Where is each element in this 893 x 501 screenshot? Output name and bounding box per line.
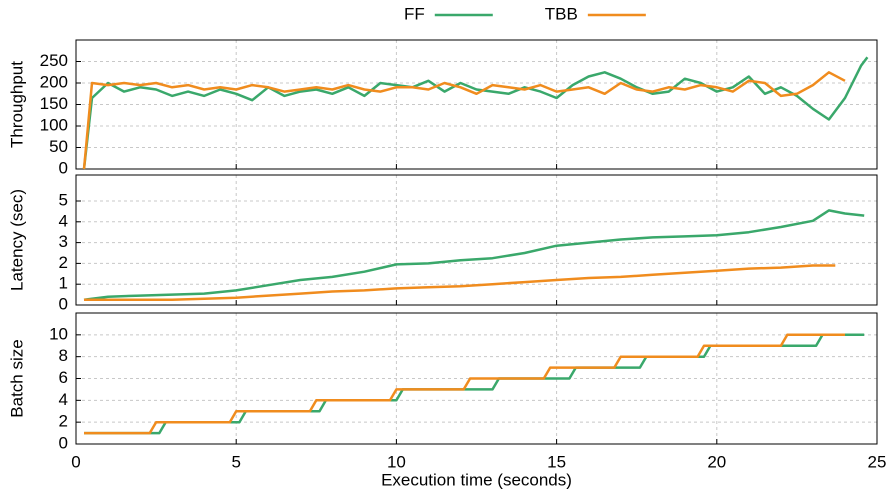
y-tick-label: 4: [59, 211, 68, 230]
y-tick-label: 6: [59, 368, 68, 387]
series-line: [84, 264, 836, 302]
y-tick-label: 250: [40, 51, 68, 70]
y-tick-label: 150: [40, 94, 68, 113]
series-line: [83, 209, 865, 302]
x-tick-label: 10: [387, 452, 406, 471]
x-tick-label: 25: [868, 452, 887, 471]
y-tick-label: 200: [40, 72, 68, 91]
y-tick-label: 10: [49, 324, 68, 343]
y-tick-label: 2: [59, 412, 68, 431]
y-tick-label: 0: [59, 294, 68, 313]
y-axis-label: Latency (sec): [7, 189, 26, 291]
x-tick-label: 15: [547, 452, 566, 471]
plot-frame: [75, 174, 878, 306]
y-axis-label: Throughput: [7, 61, 26, 148]
y-tick-label: 0: [59, 158, 68, 177]
y-tick-label: 1: [59, 274, 68, 293]
y-tick-label: 8: [59, 346, 68, 365]
y-tick-label: 4: [59, 390, 68, 409]
y-tick-label: 50: [49, 137, 68, 156]
y-tick-label: 2: [59, 253, 68, 272]
x-tick-label: 20: [707, 452, 726, 471]
series-line: [82, 56, 869, 170]
series-line: [82, 71, 846, 170]
y-tick-label: 100: [40, 115, 68, 134]
plot-frame: [75, 39, 878, 170]
legend-label: TBB: [545, 4, 578, 23]
series-line: [84, 333, 845, 435]
y-axis-label: Batch size: [7, 339, 26, 417]
y-tick-label: 3: [59, 232, 68, 251]
x-axis-label: Execution time (seconds): [381, 470, 572, 489]
legend-label: FF: [404, 4, 425, 23]
plot-frame: [75, 312, 878, 445]
y-tick-label: 0: [59, 433, 68, 452]
series-line: [84, 333, 865, 435]
y-tick-label: 5: [59, 190, 68, 209]
x-tick-label: 5: [231, 452, 240, 471]
x-tick-label: 0: [71, 452, 80, 471]
